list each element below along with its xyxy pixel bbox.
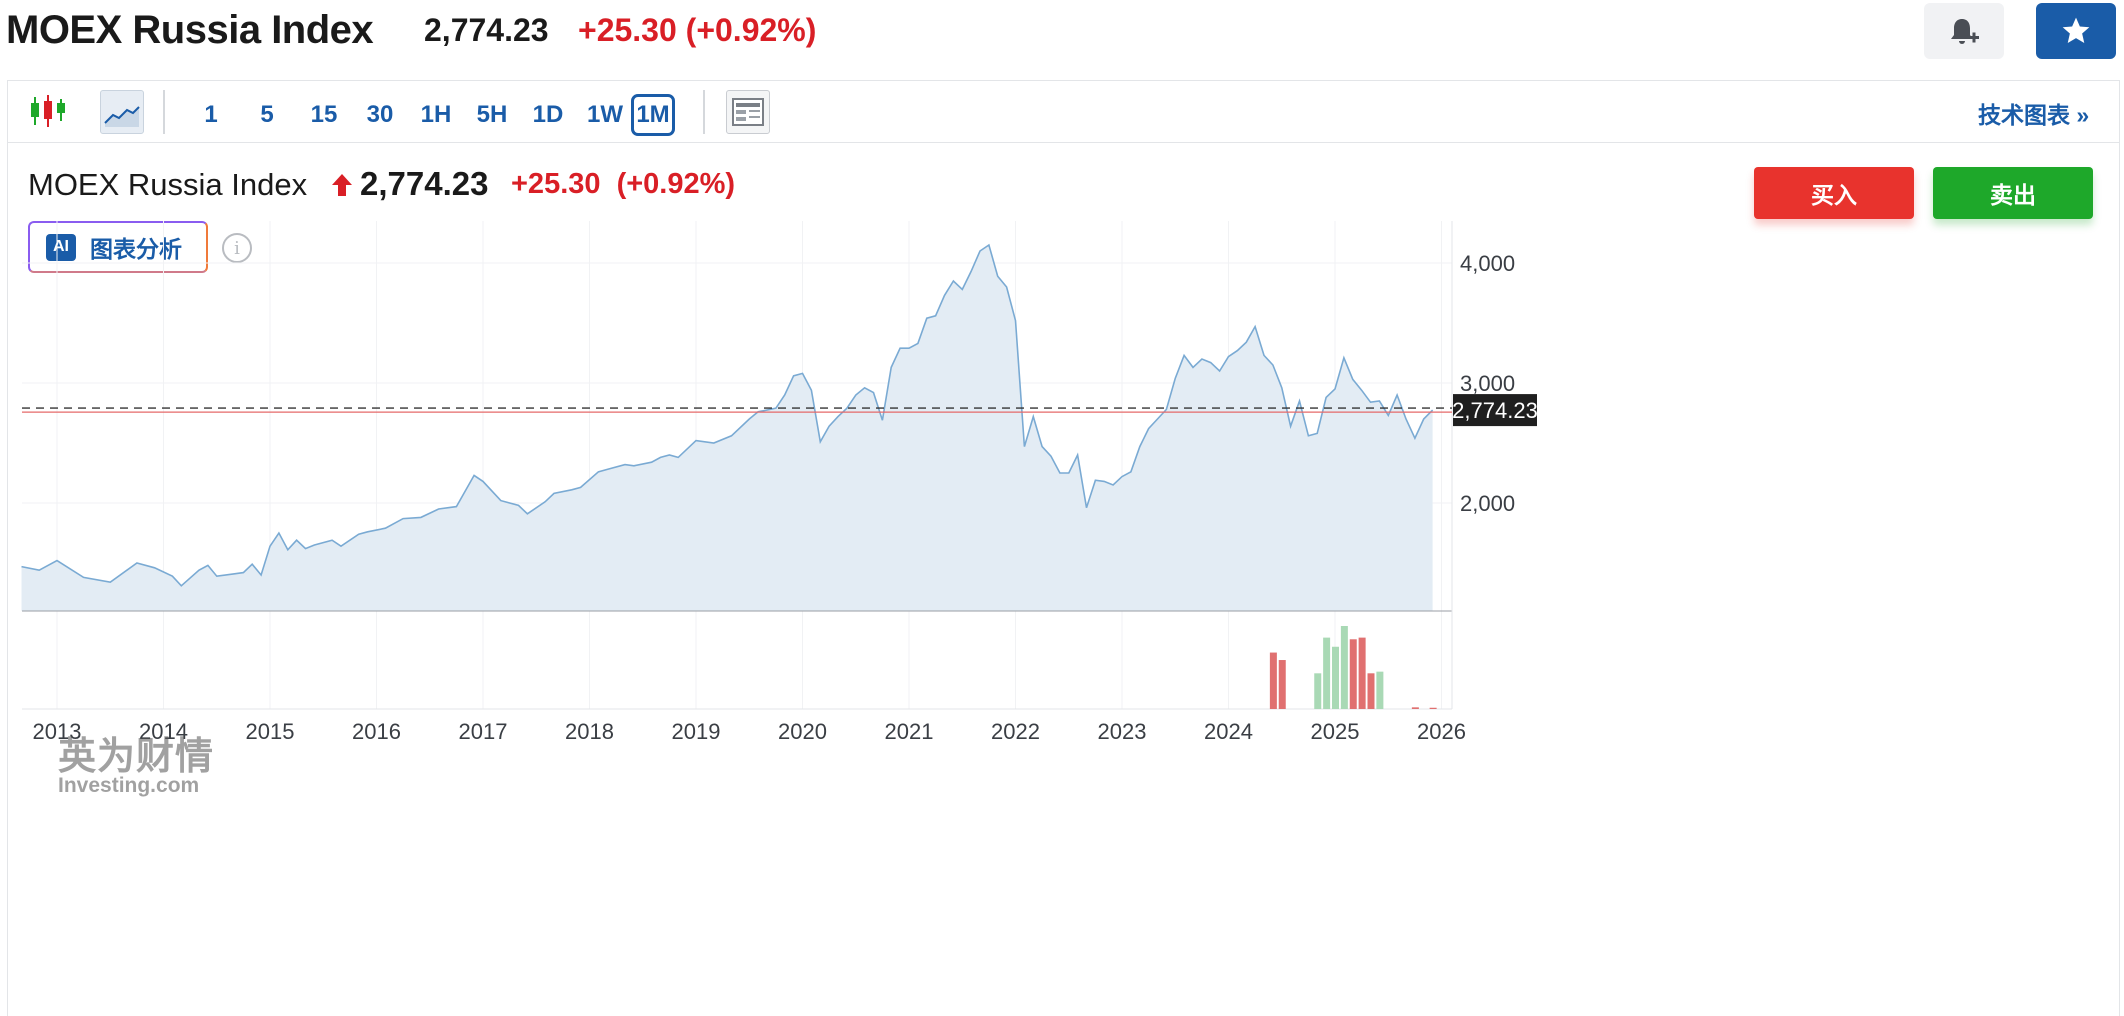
x-tick-label: 2025 xyxy=(1311,719,1360,744)
volume-bar xyxy=(1332,646,1339,709)
page-header: MOEX Russia Index 2,774.23 +25.30 (+0.92… xyxy=(0,0,2124,80)
investing-watermark: 英为财情 Investing.com xyxy=(58,725,214,798)
interval-1d[interactable]: 1D xyxy=(532,101,564,128)
price-chart[interactable]: 2,774.23 2,000 3,000 4,000 2013 2014 2015 2016 2… xyxy=(8,81,2119,1016)
interval-1w[interactable]: 1W xyxy=(587,101,623,128)
x-tick-label: 2019 xyxy=(672,719,721,744)
area-chart-icon xyxy=(104,106,140,127)
technical-chart-link[interactable]: 技术图表 » xyxy=(1978,102,2090,128)
toolbar-divider xyxy=(163,90,165,134)
interval-5h[interactable]: 5H xyxy=(476,101,508,128)
change-value: +25.30 xyxy=(511,168,601,200)
candlestick-icon xyxy=(31,95,65,127)
last-price-label: 2,774.23 xyxy=(1452,398,1538,423)
x-tick-label: 2022 xyxy=(991,719,1040,744)
x-tick-label: 2020 xyxy=(778,719,827,744)
ai-chart-analysis-button[interactable]: AI 图表分析 xyxy=(28,221,208,273)
price-line xyxy=(21,243,1434,587)
instrument-name: MOEX Russia Index xyxy=(28,167,308,202)
y-tick-label: 3,000 xyxy=(1460,371,1515,396)
volume-bar xyxy=(1367,673,1375,709)
table-icon xyxy=(732,98,764,126)
page-title: MOEX Russia Index xyxy=(6,8,374,52)
bell-plus-icon xyxy=(1951,19,1979,44)
interval-1m[interactable]: 1M xyxy=(631,94,675,136)
candlestick-chart-button[interactable] xyxy=(28,91,68,131)
toolbar-divider xyxy=(703,90,705,134)
interval-30[interactable]: 30 xyxy=(366,101,394,128)
y-tick-label: 2,000 xyxy=(1460,491,1515,516)
x-tick-label: 2015 xyxy=(246,719,295,744)
star-icon xyxy=(2062,17,2090,43)
x-tick-label: 2013 xyxy=(33,719,82,744)
volume-bar xyxy=(1429,707,1437,709)
up-arrow-icon xyxy=(332,174,352,196)
interval-1[interactable]: 1 xyxy=(204,101,218,128)
volume-bar xyxy=(1269,652,1277,709)
header-price: 2,774.23 xyxy=(424,12,549,48)
add-to-watchlist-button[interactable] xyxy=(2036,3,2116,59)
add-alert-button[interactable] xyxy=(1924,3,2004,59)
x-tick-label: 2023 xyxy=(1098,719,1147,744)
y-tick-label: 4,000 xyxy=(1460,251,1515,276)
interval-1h[interactable]: 1H xyxy=(420,101,452,128)
x-tick-label: 2017 xyxy=(459,719,508,744)
interval-5[interactable]: 5 xyxy=(260,101,274,128)
x-tick-label: 2024 xyxy=(1204,719,1253,744)
volume-bar xyxy=(1349,639,1357,709)
info-icon[interactable]: i xyxy=(222,233,252,263)
x-tick-label: 2014 xyxy=(139,719,188,744)
change-percent: (+0.92%) xyxy=(616,168,736,200)
chart-panel: 1 5 15 30 1H 5H 1D 1W 1M 技术图表 » MOEX Rus… xyxy=(7,80,2120,1016)
sell-button[interactable]: 卖出 xyxy=(1933,167,2093,219)
volume-bar xyxy=(1314,673,1322,709)
header-change: +25.30 (+0.92%) xyxy=(578,12,817,48)
interval-15[interactable]: 15 xyxy=(310,101,338,128)
instrument-change: +25.30 (+0.92%) xyxy=(511,168,735,201)
data-table-button[interactable] xyxy=(726,90,770,134)
price-area xyxy=(21,245,1433,611)
volume-bar xyxy=(1358,637,1366,709)
volume-bar xyxy=(1376,671,1384,709)
ai-chart-analysis-label: 图表分析 xyxy=(90,236,182,262)
x-tick-label: 2026 xyxy=(1417,719,1466,744)
chart-toolbar: 1 5 15 30 1H 5H 1D 1W 1M 技术图表 » xyxy=(8,81,2119,143)
watermark-en: Investing.com xyxy=(58,774,200,797)
volume-bar xyxy=(1323,637,1331,709)
x-tick-label: 2016 xyxy=(352,719,401,744)
volume-bar xyxy=(1340,626,1348,709)
area-chart-button[interactable] xyxy=(100,90,144,134)
x-tick-label: 2021 xyxy=(885,719,934,744)
volume-bar xyxy=(1411,707,1419,709)
x-tick-label: 2018 xyxy=(565,719,614,744)
instrument-price: 2,774.23 xyxy=(360,165,489,202)
buy-button[interactable]: 买入 xyxy=(1754,167,1914,219)
watermark-cn: 英为财情 xyxy=(58,736,215,778)
volume-bar xyxy=(1278,660,1286,709)
last-price-label-bg xyxy=(1453,394,1537,427)
